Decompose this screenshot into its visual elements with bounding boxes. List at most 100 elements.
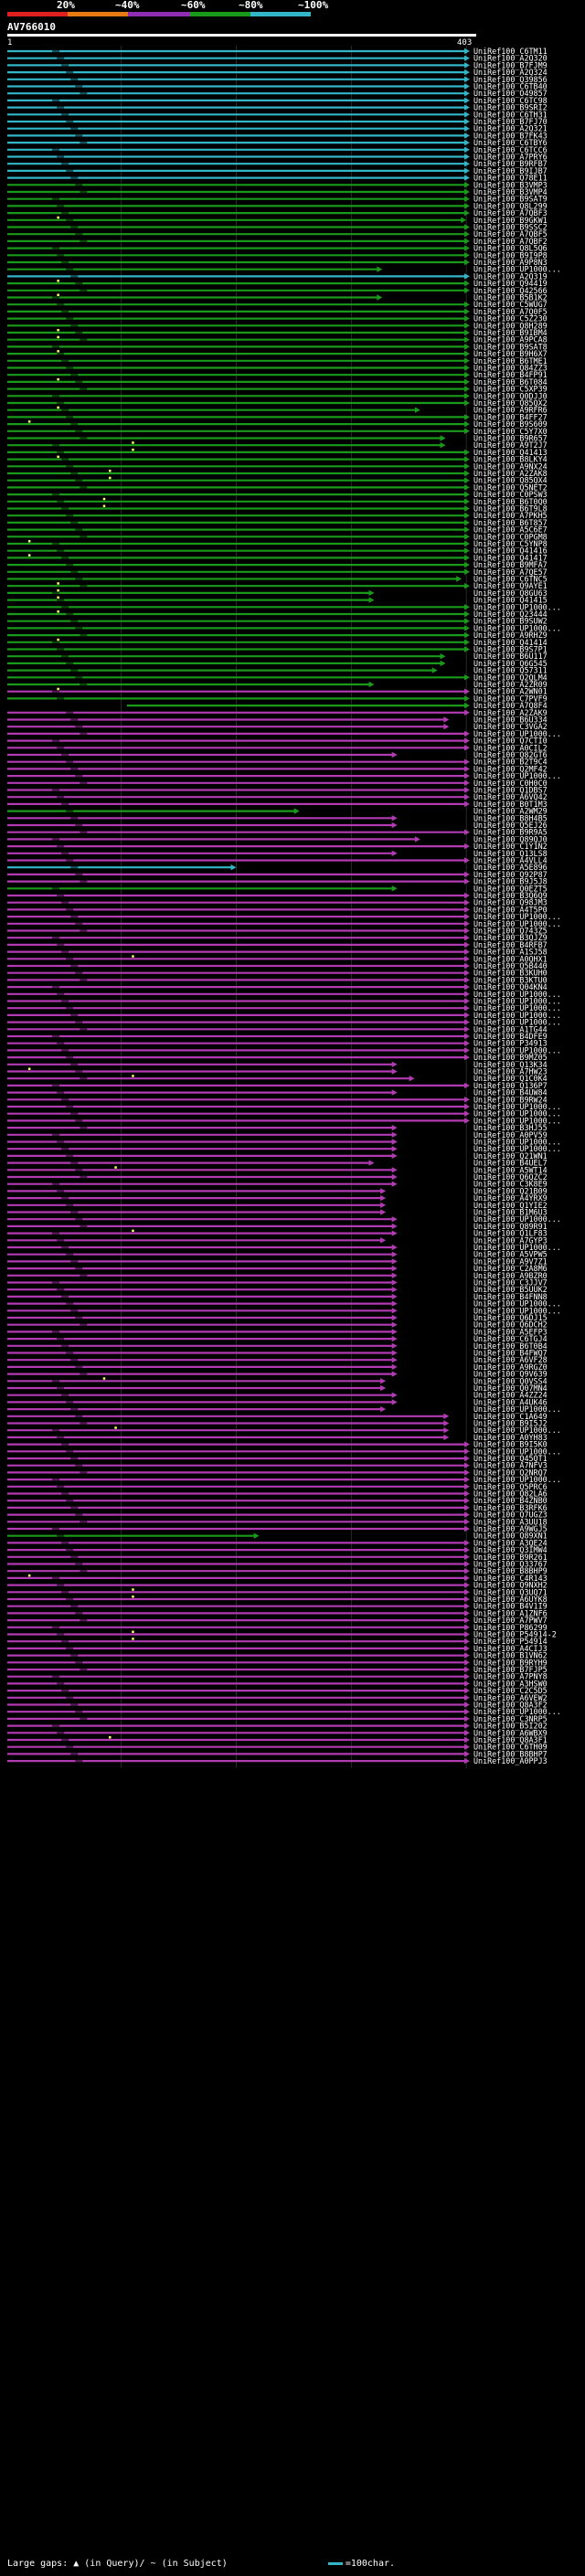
hit-label[interactable]: UniRef100_Q21B09	[473, 1186, 548, 1195]
hit-label[interactable]: UniRef100_UP1000...	[473, 729, 561, 738]
hit-label[interactable]: UniRef100_C5YNP8	[473, 539, 548, 548]
hit-label[interactable]: UniRef100_Q9V639	[473, 1370, 548, 1379]
hit-label[interactable]: UniRef100_B4FNN8	[473, 1292, 548, 1301]
hit-label[interactable]: UniRef100_B2T9C4	[473, 758, 548, 767]
hit-label[interactable]: UniRef100_Q41413	[473, 448, 548, 457]
hit-label[interactable]: UniRef100_P34913	[473, 1039, 548, 1048]
hit-label[interactable]: UniRef100_C5Z230	[473, 314, 548, 323]
hit-label[interactable]: UniRef100_B3QJZ9	[473, 933, 548, 942]
hit-label[interactable]: UniRef100_P86299	[473, 1623, 548, 1632]
hit-label[interactable]: UniRef100_B3RFK6	[473, 1503, 548, 1512]
hit-label[interactable]: UniRef100_B7FJP5	[473, 1665, 548, 1674]
hit-label[interactable]: UniRef100_C5XP39	[473, 385, 548, 394]
hit-label[interactable]: UniRef100_Q89XN1	[473, 1532, 548, 1541]
hit-label[interactable]: UniRef100_B6TME1	[473, 356, 548, 366]
hit-label[interactable]: UniRef100_UP1000...	[473, 623, 561, 632]
hit-label[interactable]: UniRef100_B9R9A5	[473, 828, 548, 837]
hit-label[interactable]: UniRef100_C5WUG7	[473, 300, 548, 309]
hit-label[interactable]: UniRef100_B5B1K2	[473, 293, 548, 302]
hit-label[interactable]: UniRef100_A6WBX9	[473, 1728, 548, 1737]
hit-label[interactable]: UniRef100_C2A8M6	[473, 1264, 548, 1273]
hit-label[interactable]: UniRef100_C6TH09	[473, 1743, 548, 1752]
hit-label[interactable]: UniRef100_UP1000...	[473, 912, 561, 921]
hit-label[interactable]: UniRef100_Q5B440	[473, 961, 548, 970]
hit-label[interactable]: UniRef100_C2C5D5	[473, 1686, 548, 1695]
hit-label[interactable]: UniRef100_A9RGZ0	[473, 1362, 548, 1372]
hit-label[interactable]: UniRef100_A1SJ58	[473, 948, 548, 957]
hit-label[interactable]: UniRef100_B9MZ05	[473, 1053, 548, 1062]
hit-label[interactable]: UniRef100_A0YH83	[473, 1433, 548, 1442]
hit-label[interactable]: UniRef100_B7FK43	[473, 131, 548, 140]
hit-label[interactable]: UniRef100_B7FJ70	[473, 117, 548, 126]
hit-label[interactable]: UniRef100_UP1000...	[473, 1214, 561, 1224]
hit-label[interactable]: UniRef100_B6T9L8	[473, 504, 548, 514]
hit-label[interactable]: UniRef100_B9IJB7	[473, 166, 548, 175]
hit-label[interactable]: UniRef100_Q0EZT5	[473, 884, 548, 893]
hit-label[interactable]: UniRef100_C1A649	[473, 1412, 548, 1421]
hit-label[interactable]: UniRef100_Q5EJ26	[473, 821, 548, 830]
hit-label[interactable]: UniRef100_A9RHZ9	[473, 631, 548, 640]
hit-label[interactable]: UniRef100_Q8H289	[473, 321, 548, 330]
hit-label[interactable]: UniRef100_A5E896	[473, 863, 548, 872]
hit-label[interactable]: UniRef100_B6T0B4	[473, 1341, 548, 1351]
hit-label[interactable]: UniRef100_C6TGJ4	[473, 1334, 548, 1343]
hit-label[interactable]: UniRef100_C3NRP5	[473, 1714, 548, 1723]
hit-label[interactable]: UniRef100_Q8GU63	[473, 588, 548, 598]
hit-label[interactable]: UniRef100_C3K8E9	[473, 1180, 548, 1189]
hit-label[interactable]: UniRef100_B6T0Q0	[473, 497, 548, 506]
hit-label[interactable]: UniRef100_A2ZR09	[473, 680, 548, 689]
hit-label[interactable]: UniRef100_Q7UGZ3	[473, 1511, 548, 1520]
hit-label[interactable]: UniRef100_Q33767	[473, 1560, 548, 1569]
hit-label[interactable]: UniRef100_A6VF28	[473, 1355, 548, 1364]
hit-label[interactable]: UniRef100_A3UU18	[473, 1517, 548, 1526]
hit-label[interactable]: UniRef100_Q41417	[473, 553, 548, 562]
hit-label[interactable]: UniRef100_B9R657	[473, 434, 548, 443]
hit-label[interactable]: UniRef100_A6UYK8	[473, 1595, 548, 1604]
hit-label[interactable]: UniRef100_Q41414	[473, 638, 548, 647]
hit-label[interactable]: UniRef100_UP1000...	[473, 1102, 561, 1111]
hit-label[interactable]: UniRef100_A7Q8F4	[473, 701, 548, 710]
hit-label[interactable]: UniRef100_B4V1I9	[473, 1602, 548, 1611]
hit-label[interactable]: UniRef100_Q85QX4	[473, 476, 548, 485]
hit-label[interactable]: UniRef100_A6VEW2	[473, 1693, 548, 1702]
hit-label[interactable]: UniRef100_Q0VSS4	[473, 1376, 548, 1385]
hit-label[interactable]: UniRef100_C6TCC6	[473, 145, 548, 154]
hit-label[interactable]: UniRef100_Q8A3F1	[473, 1735, 548, 1744]
hit-label[interactable]: UniRef100_A7PRY6	[473, 153, 548, 162]
hit-label[interactable]: UniRef100_A7PWV7	[473, 1616, 548, 1625]
hit-label[interactable]: UniRef100_Q6QZC2	[473, 1172, 548, 1182]
hit-label[interactable]: UniRef100_A2Q321	[473, 124, 548, 133]
hit-label[interactable]: UniRef100_B3KUH0	[473, 969, 548, 978]
hit-label[interactable]: UniRef100_Q1C0K4	[473, 1074, 548, 1083]
hit-label[interactable]: UniRef100_B9SUW2	[473, 617, 548, 626]
hit-label[interactable]: UniRef100_UP1000...	[473, 602, 561, 611]
hit-label[interactable]: UniRef100_A0PPJ3	[473, 1756, 548, 1765]
hit-label[interactable]: UniRef100_B8LKY4	[473, 455, 548, 464]
hit-label[interactable]: UniRef100_Q21WN1	[473, 1151, 548, 1161]
hit-label[interactable]: UniRef100_Q04KN4	[473, 982, 548, 991]
hit-label[interactable]: UniRef100_B6U334	[473, 716, 548, 725]
hit-label[interactable]: UniRef100_Q13LS8	[473, 849, 548, 858]
hit-label[interactable]: UniRef100_UP1000...	[473, 1003, 561, 1012]
hit-label[interactable]: UniRef100_B9S609	[473, 419, 548, 429]
hit-label[interactable]: UniRef100_UP1000...	[473, 1299, 561, 1309]
hit-label[interactable]: UniRef100_A2Q319	[473, 271, 548, 281]
hit-label[interactable]: UniRef100_A2Q324	[473, 68, 548, 77]
hit-label[interactable]: UniRef100_UP1000...	[473, 771, 561, 780]
hit-label[interactable]: UniRef100_B9H6X7	[473, 349, 548, 358]
hit-label[interactable]: UniRef100_A7PNY8	[473, 1672, 548, 1681]
hit-label[interactable]: UniRef100_B9GKW1	[473, 216, 548, 225]
hit-label[interactable]: UniRef100_UP1000...	[473, 1707, 561, 1716]
hit-label[interactable]: UniRef100_UP1000...	[473, 1475, 561, 1484]
hit-label[interactable]: UniRef100_Q8A3F2	[473, 1701, 548, 1710]
hit-label[interactable]: UniRef100_B3HJ55	[473, 1123, 548, 1132]
hit-label[interactable]: UniRef100_C0PSW3	[473, 490, 548, 499]
hit-label[interactable]: UniRef100_C4R143	[473, 1574, 548, 1583]
hit-label[interactable]: UniRef100_B4FWQ7	[473, 1349, 548, 1358]
hit-label[interactable]: UniRef100_B9SSC2	[473, 223, 548, 232]
hit-label[interactable]: UniRef100_B5I202	[473, 1722, 548, 1731]
hit-label[interactable]: UniRef100_C5Y7X0	[473, 427, 548, 436]
hit-label[interactable]: UniRef100_C7PVF9	[473, 694, 548, 703]
hit-label[interactable]: UniRef100_A5EFP3	[473, 1327, 548, 1336]
hit-label[interactable]: UniRef100_Q9AYE1	[473, 581, 548, 590]
